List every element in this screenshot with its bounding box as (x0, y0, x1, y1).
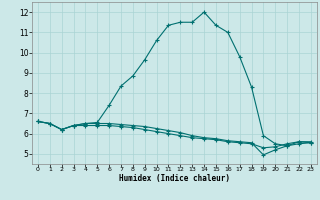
X-axis label: Humidex (Indice chaleur): Humidex (Indice chaleur) (119, 174, 230, 183)
